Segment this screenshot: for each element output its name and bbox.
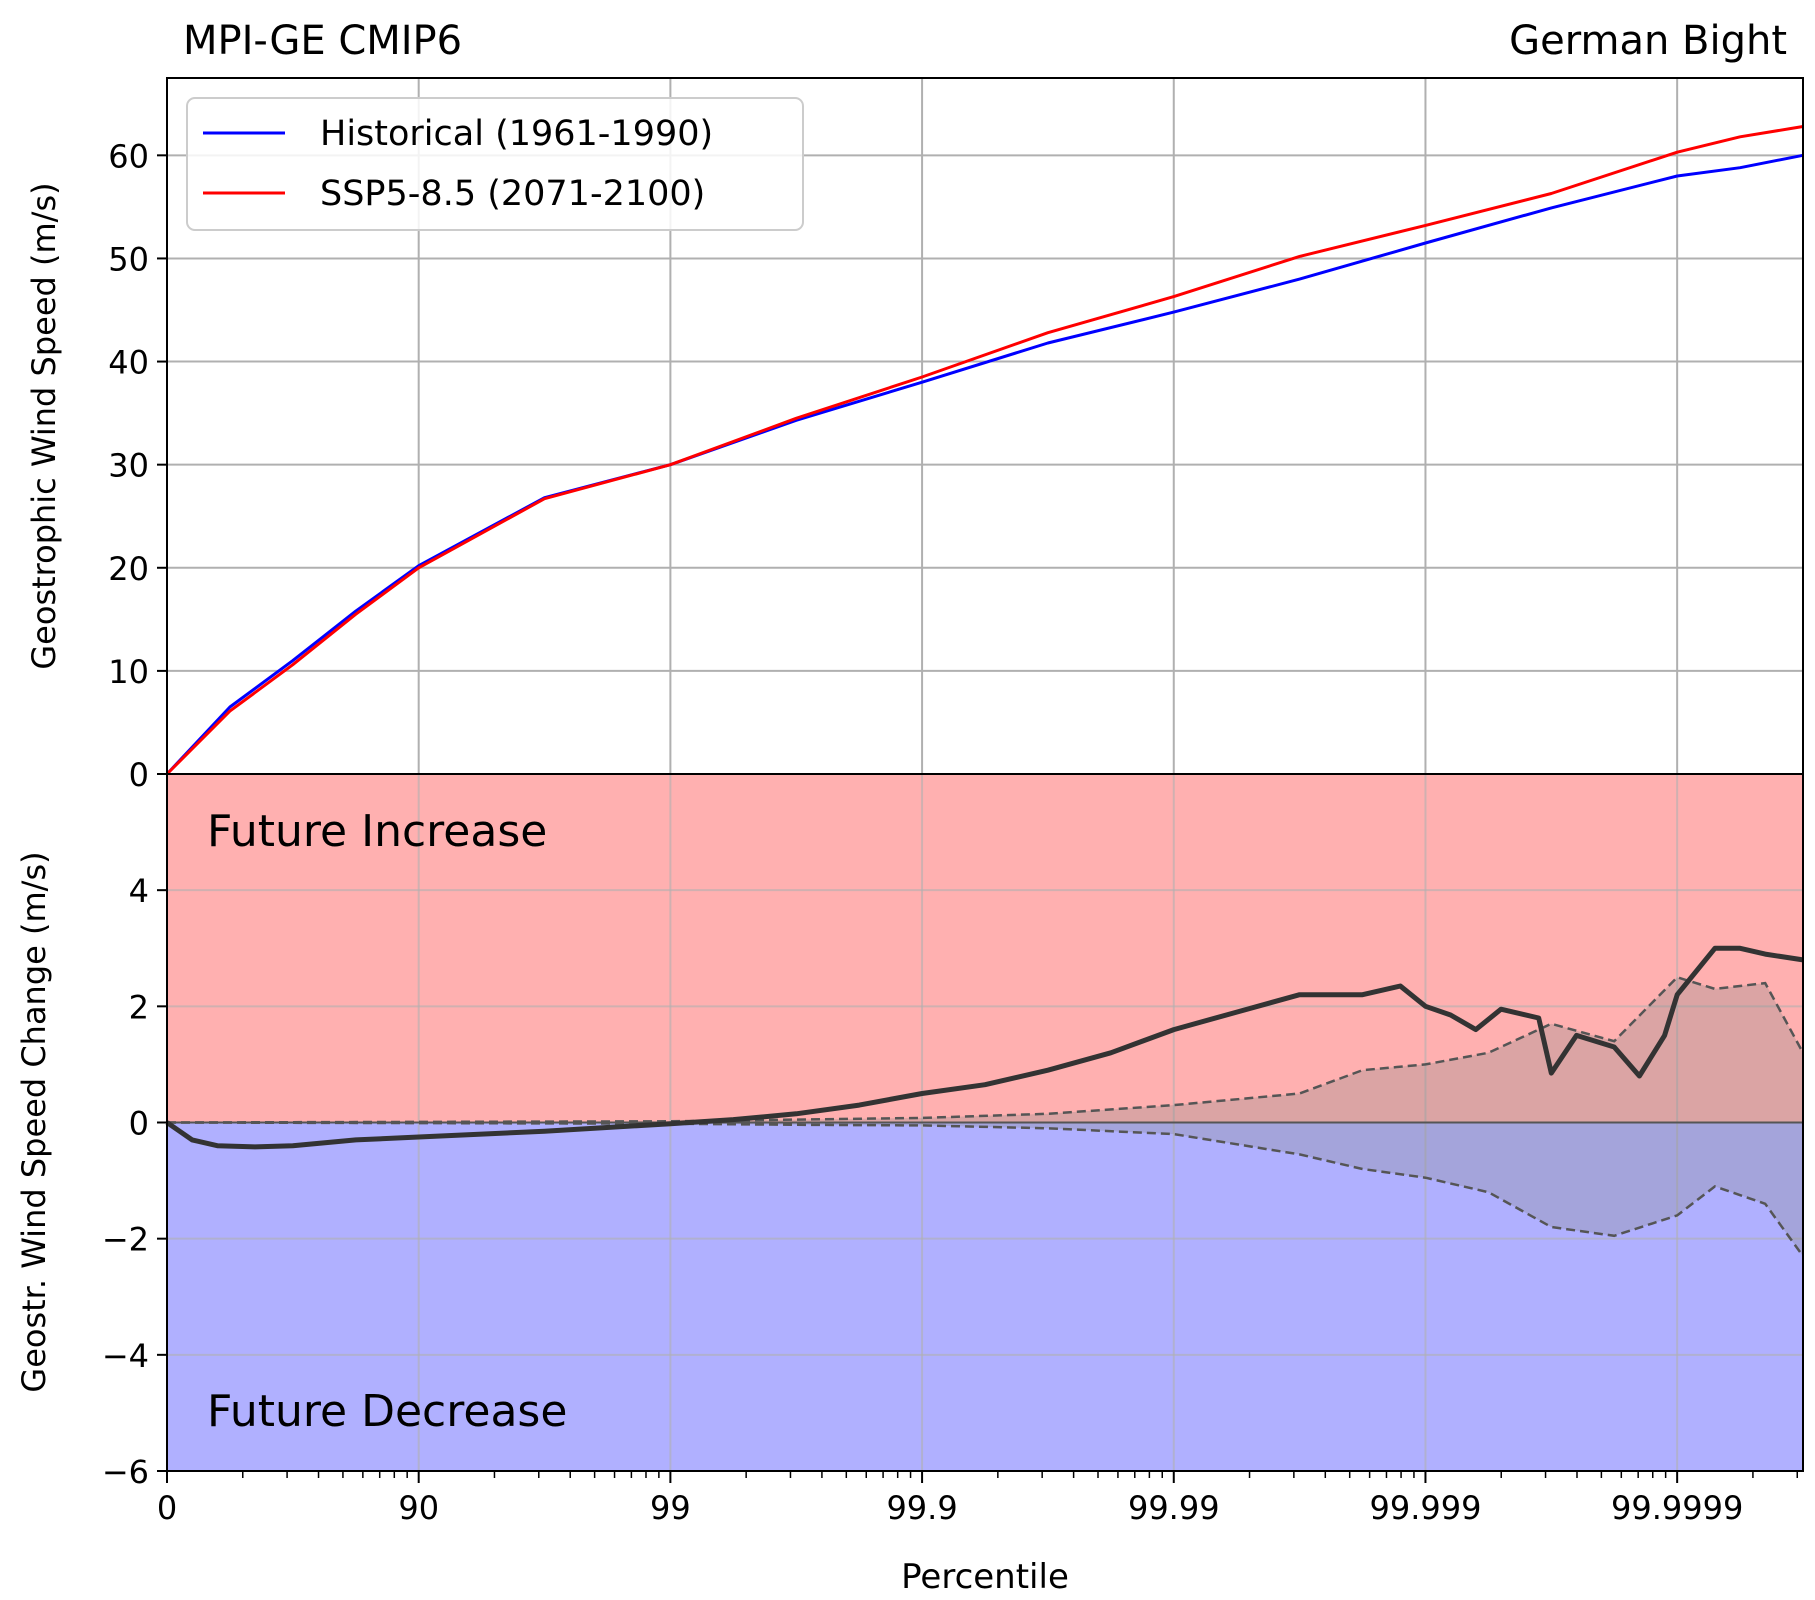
top-ytick-label: 20 <box>108 550 149 588</box>
top-ytick-label: 60 <box>108 137 149 175</box>
bottom-ytick-label: −6 <box>102 1453 149 1491</box>
title-right: German Bight <box>1509 18 1787 64</box>
legend-label-1: SSP5-8.5 (2071-2100) <box>320 174 705 214</box>
bottom-panel: −6 −4 −2 0 2 4 0 90 99 99.9 99.99 99.999 99.9999 Fu… <box>15 773 1805 1597</box>
top-yticks: 0 10 20 30 40 50 60 <box>108 137 167 794</box>
x-axis-label: Percentile <box>901 1557 1069 1597</box>
region-0 <box>167 774 1803 1123</box>
top-ytick-label: 40 <box>108 344 149 382</box>
top-ylabel: Geostrophic Wind Speed (m/s) <box>25 182 63 669</box>
legend-label-0: Historical (1961-1990) <box>320 114 713 154</box>
xtick-label: 99.999 <box>1369 1489 1481 1527</box>
envelope-upper-line <box>166 975 1805 1124</box>
top-lines <box>165 125 1804 776</box>
xtick-label: 90 <box>398 1489 439 1527</box>
bottom-yticks: −6 −4 −2 0 2 4 <box>102 773 167 1491</box>
title-left: MPI-GE CMIP6 <box>183 18 462 64</box>
xtick-label: 0 <box>157 1489 177 1527</box>
region-1 <box>167 1122 1803 1471</box>
region-label-increase: Future Increase <box>207 806 547 857</box>
bottom-lines <box>165 945 1805 1257</box>
top-ytick-label: 30 <box>108 447 149 485</box>
envelope-lower-line <box>166 1121 1805 1257</box>
top-ytick-label: 10 <box>108 653 149 691</box>
xtick-label: 99.99 <box>1128 1489 1220 1527</box>
xtick-label: 99.9 <box>886 1489 957 1527</box>
bottom-ytick-label: 4 <box>129 872 149 910</box>
bottom-ytick-label: −4 <box>102 1337 149 1375</box>
bottom-ytick-label: 2 <box>129 988 149 1026</box>
top-ytick-label: 0 <box>129 756 149 794</box>
top-ytick-label: 50 <box>108 240 149 278</box>
legend: Historical (1961-1990) SSP5-8.5 (2071-210… <box>186 97 804 231</box>
xtick-label: 99 <box>650 1489 691 1527</box>
xtick-label: 99.9999 <box>1611 1489 1743 1527</box>
difference-line <box>165 945 1804 1150</box>
series-line-1 <box>165 125 1804 776</box>
series-line-0 <box>165 153 1804 776</box>
bottom-xticks: 0 90 99 99.9 99.99 99.999 99.9999 <box>157 1471 1798 1527</box>
legend-box <box>186 97 804 231</box>
region-label-decrease: Future Decrease <box>207 1386 567 1437</box>
bottom-ytick-label: −2 <box>102 1221 149 1259</box>
bottom-ylabel: Geostr. Wind Speed Change (m/s) <box>15 851 53 1392</box>
bottom-regions <box>167 774 1803 1471</box>
bottom-ytick-label: 0 <box>129 1105 149 1143</box>
